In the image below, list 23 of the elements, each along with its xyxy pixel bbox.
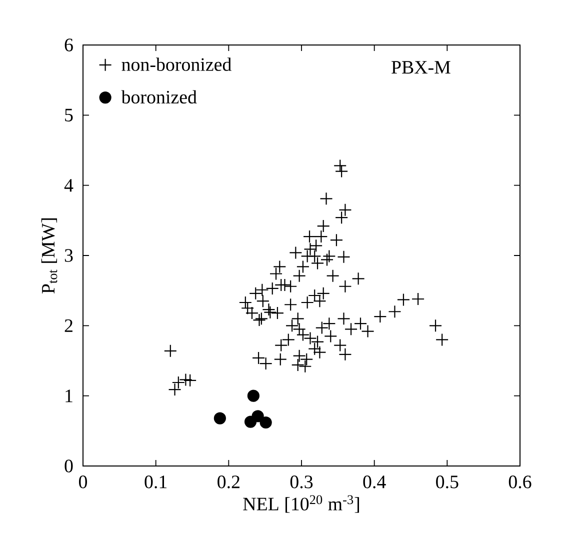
y-tick-label: 6 — [64, 38, 73, 52]
point — [260, 416, 272, 429]
legend-label: boronized — [121, 90, 197, 104]
point — [214, 412, 226, 424]
x-tick-label: 0.2 — [218, 476, 240, 488]
x-tick-label: 0 — [78, 476, 88, 488]
x-tick-label: 0.3 — [290, 476, 313, 488]
point — [252, 410, 264, 422]
y-tick-label: 1 — [66, 390, 72, 402]
y-tick-label: 4 — [64, 179, 74, 192]
x-tick-label: 0.5 — [436, 476, 458, 488]
y-tick-label: 2 — [64, 319, 72, 332]
y-tick-label: 3 — [64, 249, 73, 262]
point — [247, 390, 260, 402]
y-tick-label: 5 — [65, 108, 73, 122]
x-axis-title: NEL [10$^{20}$ m$^{-3}$] — [243, 495, 359, 513]
y-axis-title: P$_{tot}$ [MW] — [41, 218, 58, 294]
x-tick-label: 0.1 — [144, 476, 167, 488]
y-tick-label: 0 — [64, 460, 73, 472]
x-tick-label: 0.4 — [363, 476, 386, 488]
legend-label: non-boronized — [122, 58, 232, 71]
annotation: PBX-M — [392, 61, 450, 74]
x-tick-label: 0.6 — [508, 476, 532, 488]
